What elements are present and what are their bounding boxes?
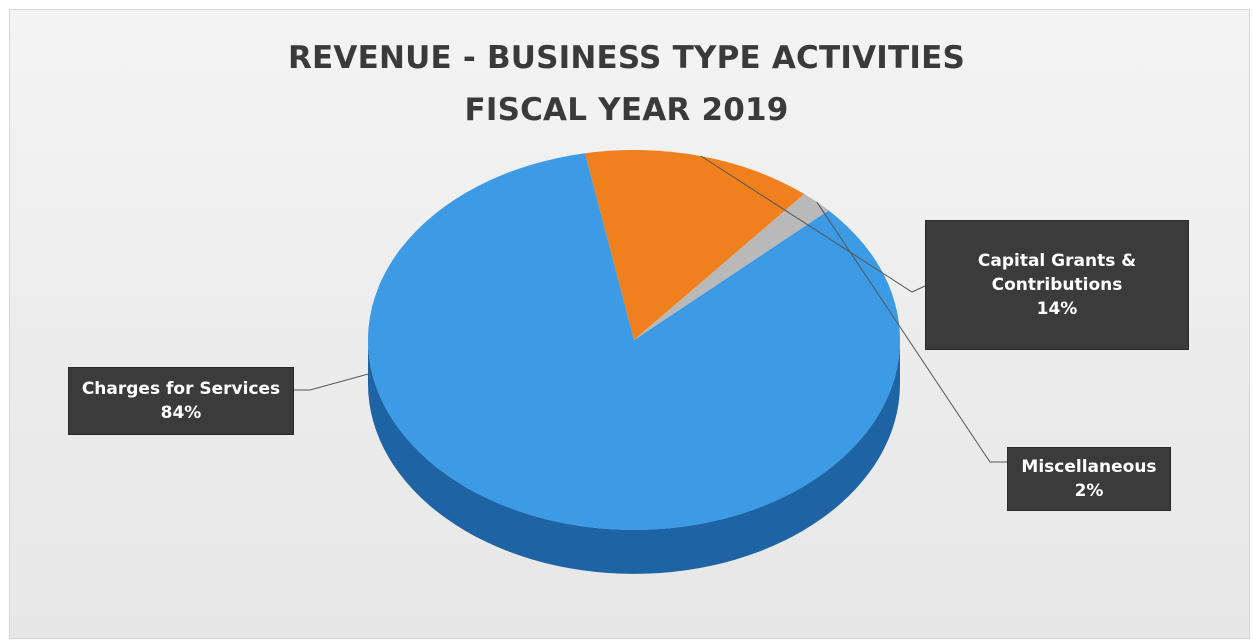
leader-lines (294, 155, 1007, 463)
pie-slice-0 (368, 153, 900, 530)
data-label-value: 84% (160, 403, 202, 423)
chart-subtitle: FISCAL YEAR 2019 (464, 92, 789, 128)
chart-title: REVENUE - BUSINESS TYPE ACTIVITIES (287, 40, 965, 76)
data-label-value: 2% (1074, 481, 1104, 501)
leader-line-2 (816, 201, 1007, 463)
data-label-name: Charges for Services (81, 379, 281, 399)
leader-line-1 (700, 155, 926, 293)
leader-line-0 (294, 372, 373, 391)
data-label-miscellaneous: Miscellaneous 2% (1007, 447, 1171, 511)
data-label-value: 14% (1036, 299, 1078, 319)
data-label-capital-grants: Capital Grants & Contributions 14% (925, 220, 1189, 350)
data-label-name-line2: Contributions (991, 275, 1123, 295)
pie-slice-2 (634, 194, 829, 340)
pie-side-walls (368, 340, 900, 574)
data-label-charges-for-services: Charges for Services 84% (68, 367, 294, 435)
data-label-name: Miscellaneous (1021, 457, 1157, 477)
pie-slice-1 (585, 150, 805, 340)
pie-top-faces (368, 150, 900, 530)
pie-side-0 (368, 340, 900, 574)
data-label-name: Capital Grants & (977, 251, 1137, 271)
